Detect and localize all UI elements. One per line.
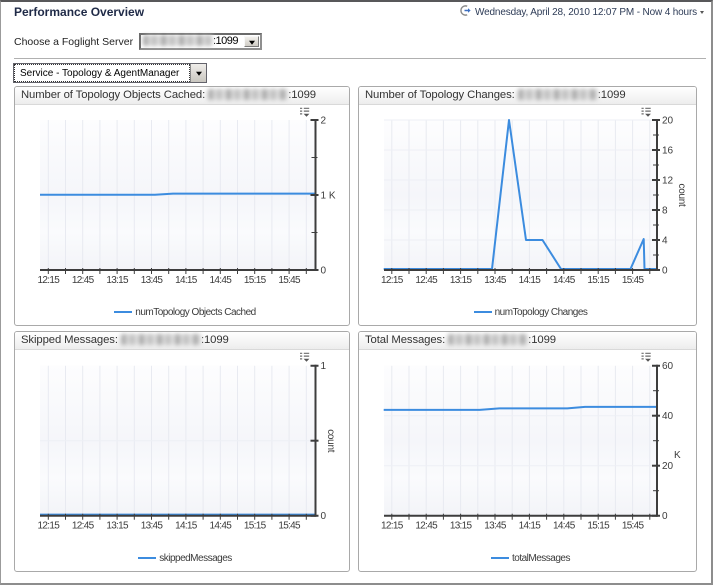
svg-text:20: 20 — [662, 461, 674, 472]
svg-text:14:45: 14:45 — [553, 521, 576, 532]
svg-text:12:45: 12:45 — [72, 275, 95, 286]
svg-text:0: 0 — [662, 266, 668, 277]
svg-text:14:15: 14:15 — [519, 275, 542, 286]
svg-text:15:15: 15:15 — [587, 275, 610, 286]
svg-text:13:45: 13:45 — [484, 521, 507, 532]
svg-text:15:15: 15:15 — [244, 521, 267, 532]
svg-text:14:45: 14:45 — [553, 275, 576, 286]
svg-text:15:15: 15:15 — [587, 521, 610, 532]
svg-text:12:15: 12:15 — [381, 521, 404, 532]
svg-text:13:15: 13:15 — [450, 521, 473, 532]
svg-text:12:45: 12:45 — [415, 521, 438, 532]
svg-text:12:15: 12:15 — [381, 275, 404, 286]
svg-text:13:45: 13:45 — [141, 275, 164, 286]
svg-text:12:15: 12:15 — [38, 521, 61, 532]
svg-text:40: 40 — [662, 411, 674, 422]
svg-text:8: 8 — [662, 206, 668, 217]
svg-text:4: 4 — [662, 236, 668, 247]
svg-text:13:45: 13:45 — [484, 275, 507, 286]
svg-text:60: 60 — [662, 361, 674, 372]
svg-text:12:45: 12:45 — [415, 275, 438, 286]
svg-text:0: 0 — [321, 266, 327, 277]
svg-text:2: 2 — [321, 116, 327, 127]
svg-text:14:15: 14:15 — [519, 521, 542, 532]
svg-text:16: 16 — [662, 146, 674, 157]
svg-text:13:45: 13:45 — [141, 521, 164, 532]
svg-text:0: 0 — [321, 511, 327, 522]
svg-text:13:15: 13:15 — [106, 521, 129, 532]
svg-text:13:15: 13:15 — [106, 275, 129, 286]
svg-text:count: count — [325, 429, 336, 452]
svg-text:13:15: 13:15 — [450, 275, 473, 286]
svg-text:15:45: 15:45 — [622, 275, 645, 286]
svg-text:1 K: 1 K — [321, 191, 336, 202]
svg-text:14:45: 14:45 — [210, 521, 233, 532]
svg-text:14:15: 14:15 — [175, 275, 198, 286]
svg-text:20: 20 — [662, 116, 674, 127]
svg-text:14:15: 14:15 — [175, 521, 198, 532]
svg-text:count: count — [676, 184, 687, 207]
svg-text:15:45: 15:45 — [278, 521, 301, 532]
svg-text:1: 1 — [321, 361, 327, 372]
svg-text:15:15: 15:15 — [244, 275, 267, 286]
svg-text:K: K — [674, 450, 681, 461]
svg-text:0: 0 — [662, 511, 668, 522]
svg-text:12:45: 12:45 — [72, 521, 95, 532]
svg-text:12:15: 12:15 — [38, 275, 61, 286]
svg-text:15:45: 15:45 — [622, 521, 645, 532]
svg-text:12: 12 — [662, 176, 674, 187]
svg-text:14:45: 14:45 — [210, 275, 233, 286]
svg-text:15:45: 15:45 — [278, 275, 301, 286]
